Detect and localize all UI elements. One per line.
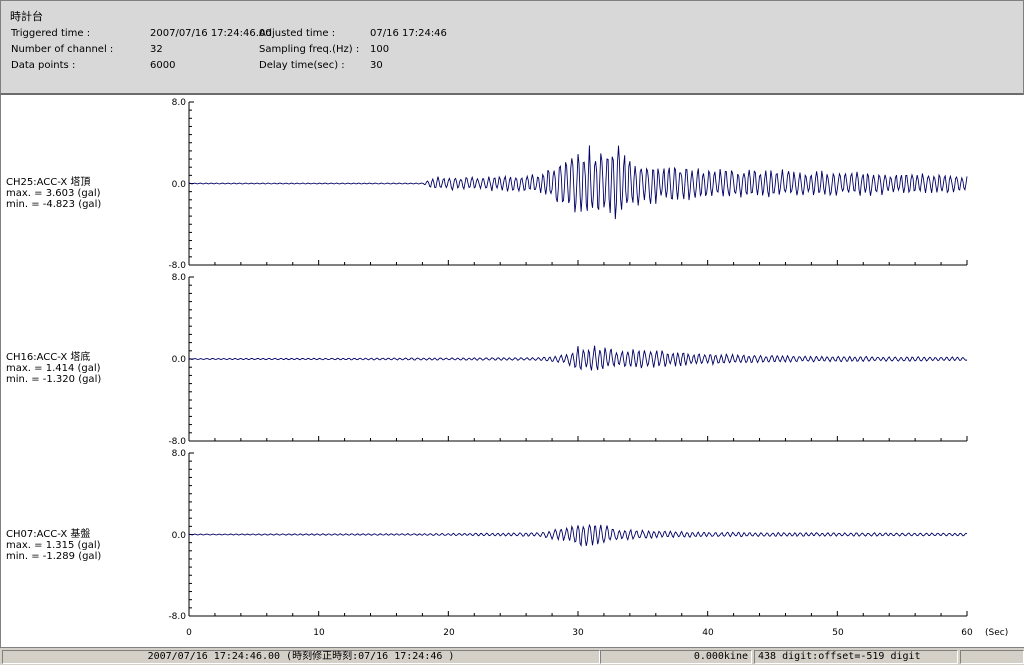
- waveform-plot-area[interactable]: CH25:ACC-X 塔頂 max. = 3.603 (gal) min. = …: [0, 95, 1024, 647]
- x-tick-label: 20: [443, 628, 455, 638]
- channel-name: CH07:ACC-X 基盤: [6, 529, 91, 540]
- channel-label-2: CH16:ACC-X 塔底 max. = 1.414 (gal) min. = …: [6, 352, 101, 385]
- data-points-label: Data points :: [11, 60, 76, 71]
- chart-axes: [188, 276, 968, 442]
- x-axis-unit: (Sec): [985, 628, 1008, 638]
- y-tick-bottom: -8.0: [168, 261, 186, 271]
- status-extra: [960, 650, 1024, 664]
- x-tick-label: 0: [186, 628, 192, 638]
- channel-count-value: 32: [150, 44, 163, 55]
- x-tick-label: 10: [313, 628, 325, 638]
- y-tick-top: 8.0: [172, 449, 187, 459]
- channel-label-3: CH07:ACC-X 基盤 max. = 1.315 (gal) min. = …: [6, 529, 101, 562]
- x-tick-label: 30: [572, 628, 584, 638]
- y-tick-bottom: -8.0: [168, 612, 186, 622]
- delay-time-label: Delay time(sec) :: [259, 60, 345, 71]
- info-header: 時計台 Triggered time : 2007/07/16 17:24:46…: [0, 0, 1024, 95]
- sampling-freq-label: Sampling freq.(Hz) :: [259, 44, 360, 55]
- x-tick-label: 40: [702, 628, 714, 638]
- status-time: 2007/07/16 17:24:46.00 (時刻修正時刻:07/16 17:…: [2, 650, 600, 664]
- channel-name: CH16:ACC-X 塔底: [6, 352, 91, 363]
- chart-axes: [188, 101, 968, 266]
- y-tick-zero: 0.0: [172, 180, 187, 190]
- triggered-time-label: Triggered time :: [11, 28, 91, 39]
- x-tick-label: 50: [832, 628, 844, 638]
- waveform-trace: [188, 345, 968, 371]
- status-bar: 2007/07/16 17:24:46.00 (時刻修正時刻:07/16 17:…: [0, 647, 1024, 665]
- status-digit: 438 digit:offset=-519 digit: [754, 650, 958, 664]
- channel-max: max. = 3.603 (gal): [6, 188, 101, 199]
- y-tick-zero: 0.0: [172, 531, 187, 541]
- channel-min: min. = -4.823 (gal): [6, 199, 102, 210]
- sampling-freq-value: 100: [370, 44, 390, 55]
- adjusted-time-value: 07/16 17:24:46: [370, 28, 447, 39]
- y-tick-zero: 0.0: [172, 355, 187, 365]
- triggered-time-value: 2007/07/16 17:24:46.00: [150, 28, 272, 39]
- y-tick-top: 8.0: [172, 98, 187, 108]
- y-tick-bottom: -8.0: [168, 437, 186, 447]
- window-title: 時計台: [10, 10, 43, 23]
- delay-time-value: 30: [370, 60, 383, 71]
- channel-min: min. = -1.320 (gal): [6, 374, 102, 385]
- waveform-trace: [188, 145, 968, 220]
- waveform-trace: [188, 523, 968, 548]
- x-tick-label: 60: [961, 628, 973, 638]
- data-points-value: 6000: [150, 60, 176, 71]
- status-velocity: 0.000kine: [600, 650, 752, 664]
- adjusted-time-label: Adjusted time :: [259, 28, 336, 39]
- channel-name: CH25:ACC-X 塔頂: [6, 177, 91, 188]
- channel-label-1: CH25:ACC-X 塔頂 max. = 3.603 (gal) min. = …: [6, 177, 101, 210]
- channel-min: min. = -1.289 (gal): [6, 551, 102, 562]
- channel-max: max. = 1.414 (gal): [6, 363, 101, 374]
- y-tick-top: 8.0: [172, 273, 187, 283]
- waveform-charts: 0 10 20 30 40 50 60 (Sec) 8.0 0.0 -8.0 8…: [168, 98, 1008, 638]
- channel-max: max. = 1.315 (gal): [6, 540, 101, 551]
- channel-count-label: Number of channel :: [11, 44, 114, 55]
